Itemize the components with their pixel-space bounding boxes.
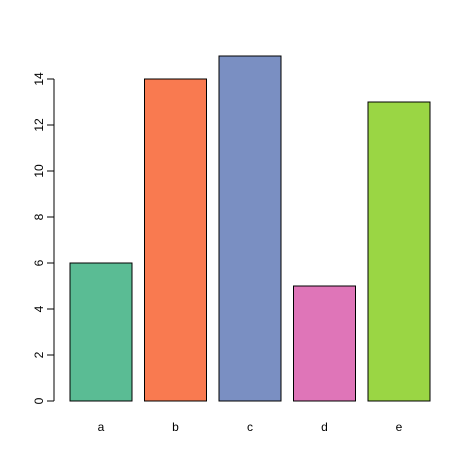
y-tick-label: 0 (32, 397, 46, 404)
y-tick-label: 6 (32, 259, 46, 266)
bar-d (293, 285, 356, 402)
y-tick-label: 4 (32, 305, 46, 312)
bars (69, 55, 431, 402)
y-tick-label: 10 (32, 164, 46, 178)
x-tick-label: a (98, 420, 105, 434)
x-tick-label: d (321, 420, 328, 434)
x-tick-label: b (172, 420, 179, 434)
bar-a (69, 262, 133, 402)
y-tick-label: 8 (32, 213, 46, 220)
y-tick-label: 14 (32, 72, 46, 86)
x-axis-labels: a b c d e (98, 420, 403, 434)
y-tick-label: 12 (32, 118, 46, 132)
x-tick-label: e (396, 420, 403, 434)
bar-c (218, 55, 282, 402)
y-axis: 0 2 4 6 8 10 12 14 (32, 72, 55, 404)
y-tick-label: 2 (32, 351, 46, 358)
x-tick-label: c (247, 420, 253, 434)
bar-e (367, 101, 431, 402)
bar-b (144, 78, 207, 402)
